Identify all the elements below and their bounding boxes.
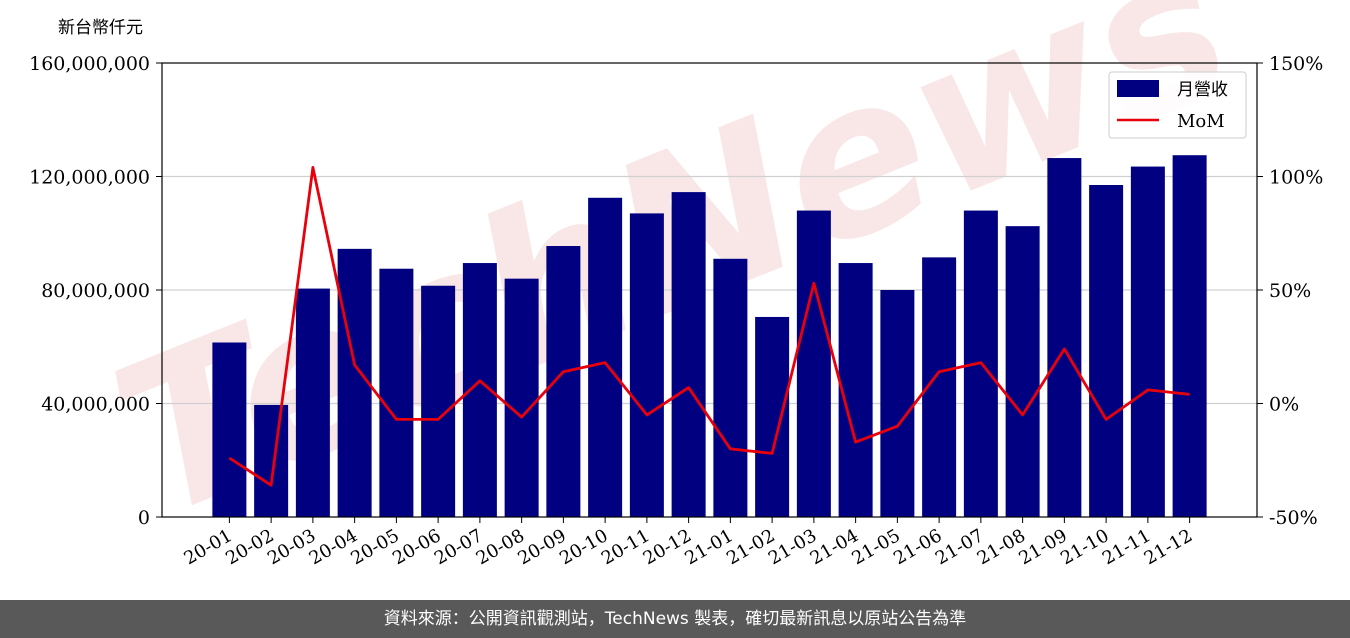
bar-20-04 — [337, 248, 372, 517]
bar-21-02 — [755, 316, 790, 517]
source-footer: 資料來源：公開資訊觀測站，TechNews 製表，確切最新訊息以原站公告為準 — [0, 600, 1350, 638]
mom-line — [228, 165, 1190, 487]
bar-20-06 — [421, 285, 456, 517]
bar-20-08 — [504, 278, 539, 517]
y-left-tick-label: 0 — [138, 507, 150, 529]
mom-line-series — [228, 165, 1190, 487]
revenue-chart: TechNews 040,000,00080,000,000120,000,00… — [29, 0, 1323, 569]
bar-21-05 — [880, 290, 915, 517]
bar-20-02 — [254, 404, 289, 517]
y-unit-label: 新台幣仟元 — [58, 18, 143, 38]
x-tick-label: 21-12 — [1141, 525, 1196, 569]
legend: 月營收 MoM — [1108, 71, 1247, 139]
y-right-tick-label: 50% — [1269, 280, 1311, 302]
legend-label-mom: MoM — [1177, 111, 1225, 132]
bar-20-10 — [588, 197, 623, 517]
y-left-tick-label: 40,000,000 — [41, 394, 150, 416]
bar-20-12 — [671, 192, 706, 517]
bar-20-01 — [212, 342, 247, 517]
bar-21-12 — [1172, 155, 1207, 517]
bar-20-09 — [546, 246, 581, 518]
y-left-tick-label: 120,000,000 — [29, 167, 150, 189]
bar-20-05 — [379, 268, 414, 517]
legend-label-revenue: 月營收 — [1177, 80, 1228, 100]
bar-21-03 — [796, 210, 831, 518]
bar-21-01 — [713, 258, 748, 517]
bar-21-10 — [1089, 185, 1124, 517]
bar-20-11 — [629, 213, 664, 517]
y-right-tick-label: 0% — [1269, 394, 1299, 416]
bar-21-09 — [1047, 158, 1082, 517]
bar-21-11 — [1130, 166, 1165, 517]
y-right-tick-label: -50% — [1269, 507, 1318, 529]
chart-area: TechNews 040,000,00080,000,000120,000,00… — [29, 0, 1323, 569]
y-right-tick-label: 100% — [1269, 167, 1323, 189]
y-left-tick-label: 80,000,000 — [41, 280, 150, 302]
legend-bar-swatch — [1117, 80, 1159, 97]
bar-20-03 — [295, 288, 330, 517]
y-left-tick-label: 160,000,000 — [29, 53, 150, 75]
y-right-tick-label: 150% — [1269, 53, 1323, 75]
bar-21-04 — [838, 263, 873, 517]
bar-21-08 — [1005, 226, 1040, 517]
